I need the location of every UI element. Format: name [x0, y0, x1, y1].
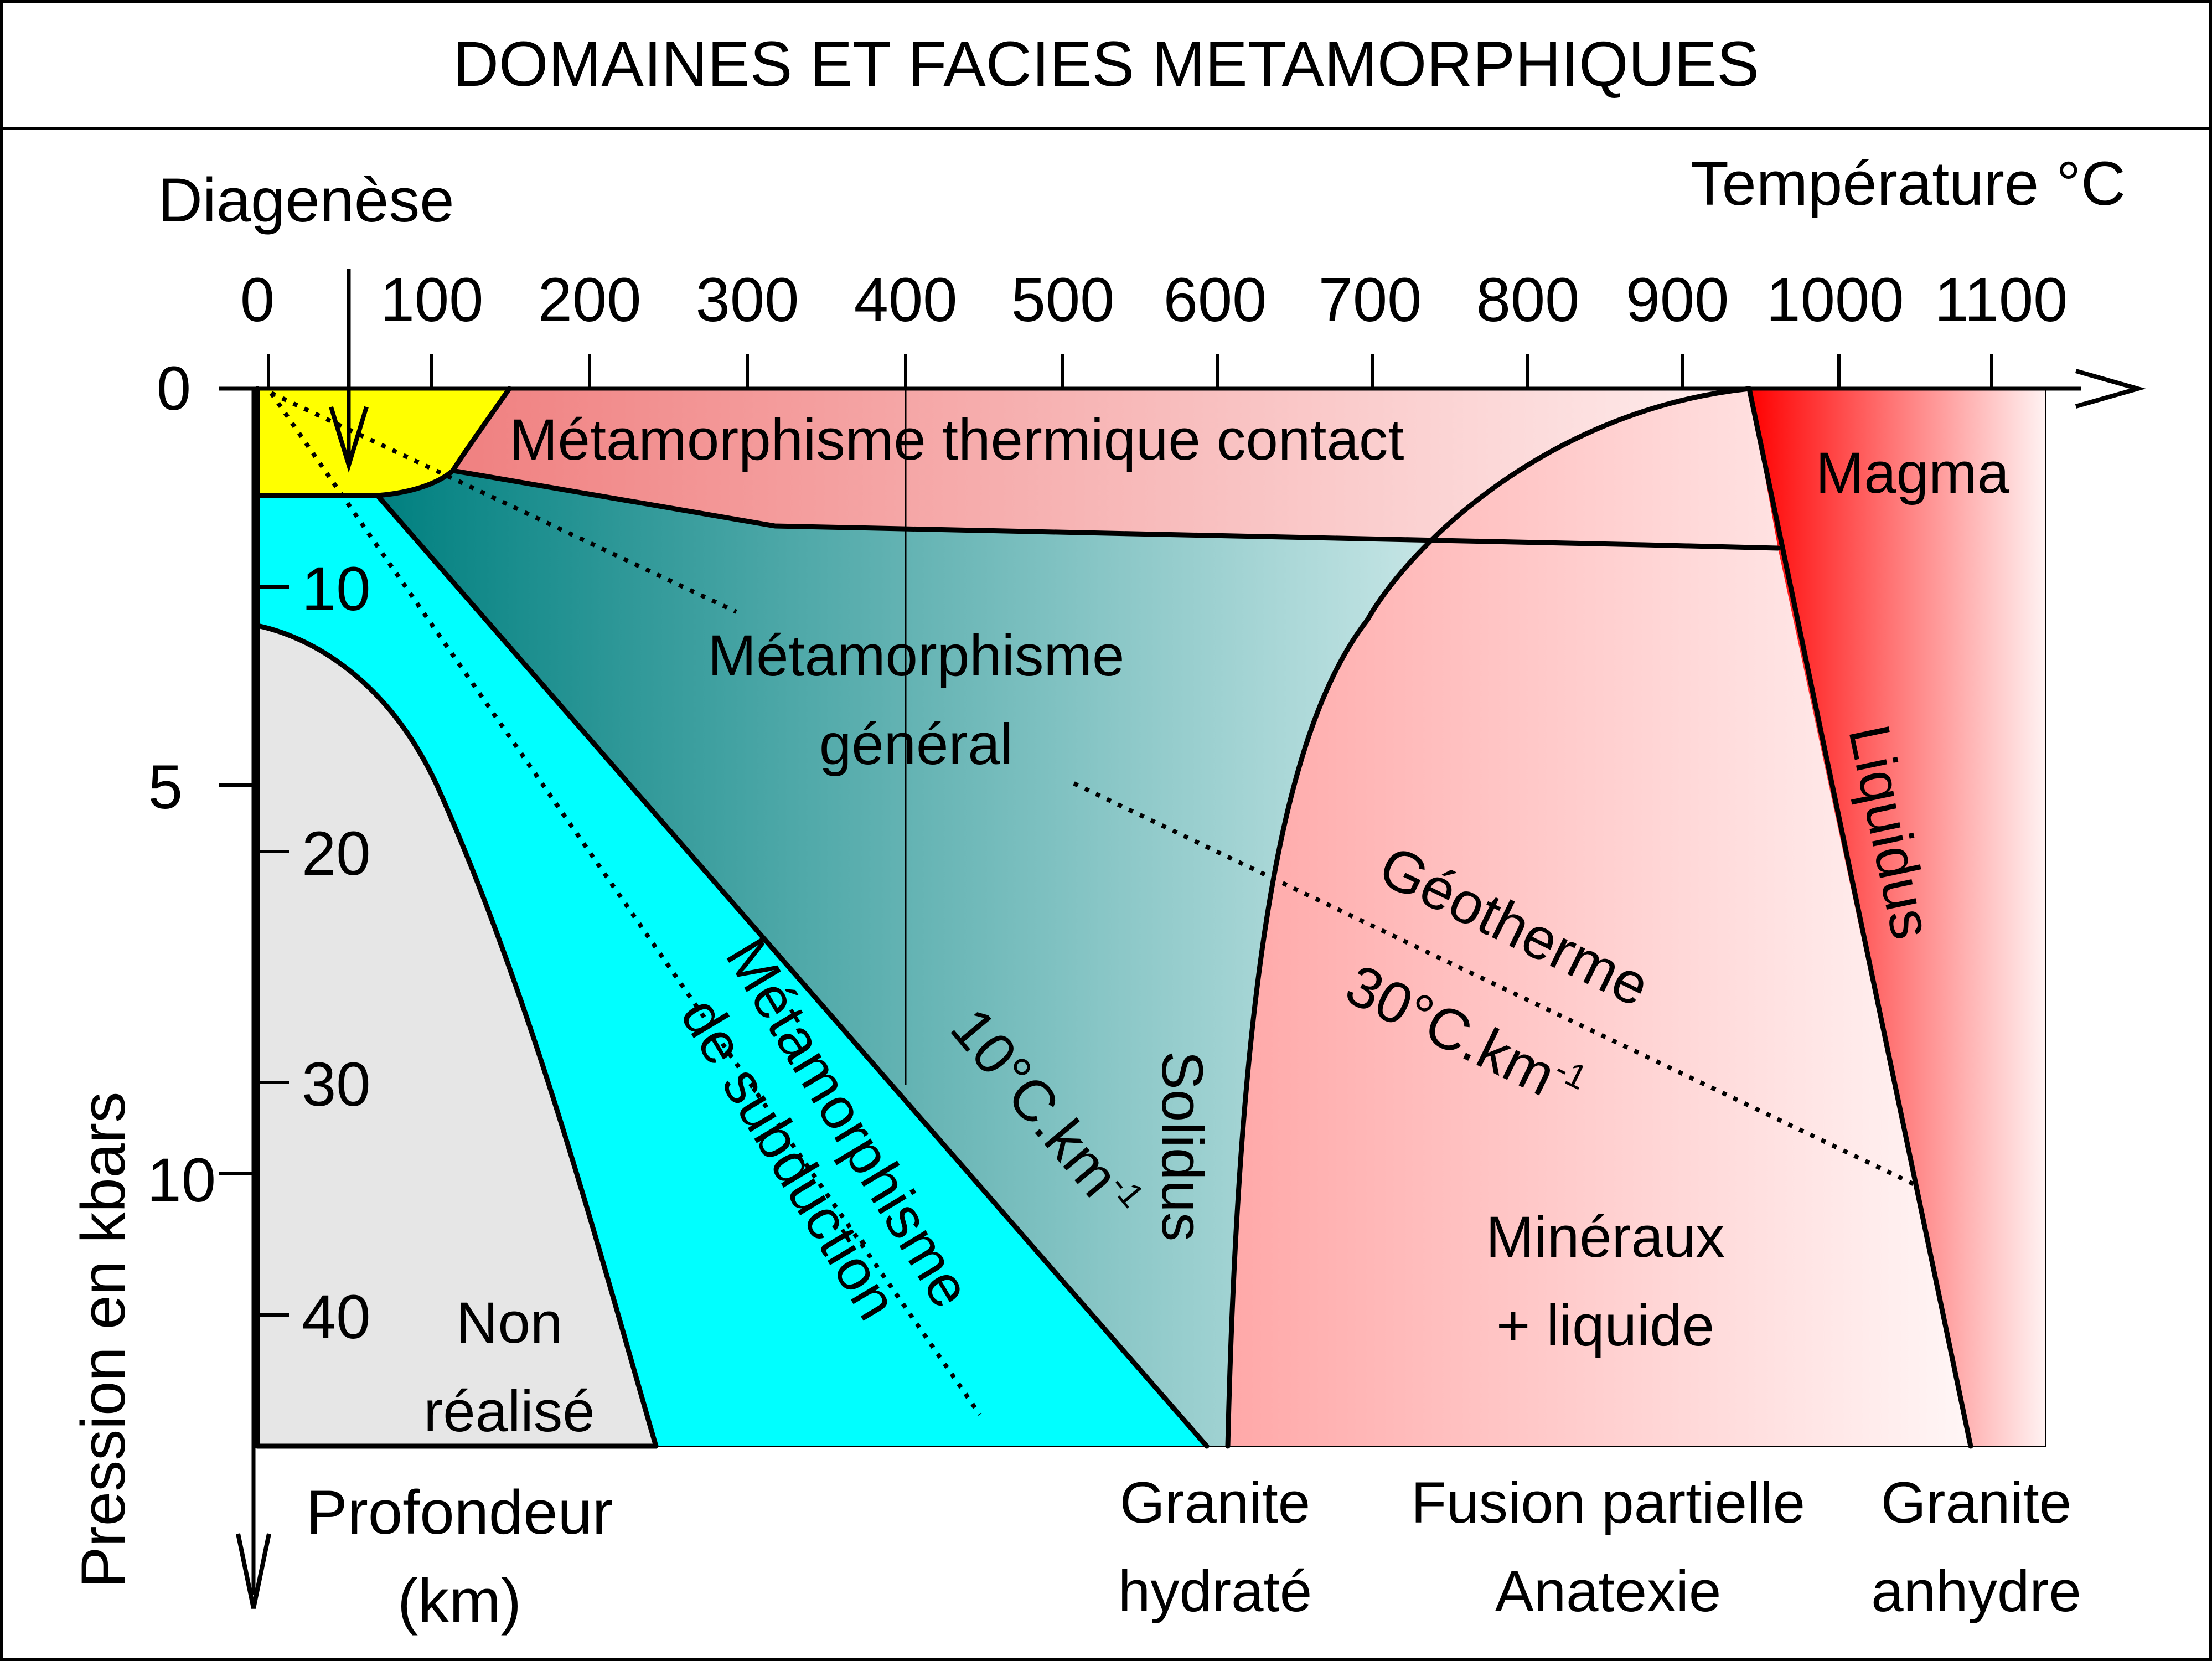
general-metamorphism-label-1: Métamorphisme	[708, 623, 1125, 688]
liquidus-curve	[1746, 386, 1973, 1449]
granite-hydrated-label-1: Granite	[1120, 1471, 1310, 1535]
temp-tick-label: 1000	[1766, 265, 1904, 334]
not-realised-label-1: Non	[456, 1291, 563, 1355]
temp-tick-label: 500	[1011, 265, 1115, 334]
temp-tick-label: 200	[538, 265, 642, 334]
not-realised-label-2: réalisé	[423, 1379, 595, 1444]
pressure-tick-label: 5	[148, 752, 183, 822]
granite-hydrated-label-2: hydraté	[1118, 1559, 1312, 1624]
contact-lower-boundary	[450, 468, 1781, 551]
temp-tick-label: 1100	[1935, 265, 2068, 334]
region-subduction-metamorphism	[257, 496, 1207, 1446]
region-not-realised	[257, 626, 656, 1446]
geotherm-steep-dotted	[269, 391, 982, 1416]
temp-tick-label: 300	[696, 265, 799, 334]
pressure-tick-label: 10	[147, 1146, 216, 1215]
temp-tick-label: 100	[380, 265, 484, 334]
minerals-liquid-label-1: Minéraux	[1486, 1205, 1725, 1270]
diagenesis-arrowhead	[329, 406, 369, 473]
diagenesis-label: Diagenèse	[158, 166, 454, 235]
granite-anhydrous-label-1: Granite	[1881, 1471, 2071, 1535]
magma-label: Magma	[1816, 441, 2010, 505]
minerals-liquid-label-2: + liquide	[1496, 1293, 1714, 1358]
geotherm-30-dotted	[1073, 781, 1916, 1187]
temperature-axis-title: Température °C	[1691, 149, 2126, 218]
region-magma	[1749, 389, 2045, 1446]
depth-tick-label: 10	[302, 554, 371, 623]
partial-melting-label-1: Fusion partielle	[1411, 1471, 1805, 1535]
temp-tick-label: 900	[1626, 265, 1729, 334]
depth-label-line2: (km)	[397, 1566, 521, 1636]
region-contact-metamorphism	[453, 389, 1778, 548]
contact-metamorphism-label: Métamorphisme thermique contact	[509, 407, 1404, 472]
pressure-tick-label: 0	[157, 354, 191, 423]
granite-anhydrous-label-2: anhydre	[1871, 1559, 2081, 1624]
region-general-metamorphism	[378, 471, 1644, 1446]
geotherm-10-boundary	[375, 493, 1210, 1449]
depth-tick-label: 40	[302, 1282, 371, 1352]
partial-melting-label-2: Anatexie	[1495, 1559, 1722, 1624]
temp-tick-label: 0	[240, 265, 275, 334]
depth-tick-label: 20	[302, 819, 371, 888]
depth-label-line1: Profondeur	[306, 1478, 613, 1547]
general-metamorphism-label-2: général	[819, 712, 1013, 777]
subduction-lower-boundary	[255, 623, 659, 1449]
temp-tick-label: 400	[854, 265, 958, 334]
temp-tick-label: 800	[1476, 265, 1580, 334]
region-partial-melting	[1228, 389, 1971, 1446]
region-diagenesis	[257, 389, 509, 496]
temp-tick-label: 600	[1164, 265, 1267, 334]
solidus-label: Solidus	[1150, 1051, 1214, 1241]
pressure-arrowhead	[236, 1533, 271, 1609]
diagram-title: DOMAINES ET FACIES METAMORPHIQUES	[453, 29, 1759, 100]
depth-tick-label: 30	[302, 1050, 371, 1119]
pressure-axis-title: Pression en kbars	[69, 1092, 138, 1588]
temp-tick-label: 700	[1319, 265, 1422, 334]
temperature-arrowhead	[2075, 369, 2146, 409]
solidus-curve	[1225, 386, 1752, 1449]
